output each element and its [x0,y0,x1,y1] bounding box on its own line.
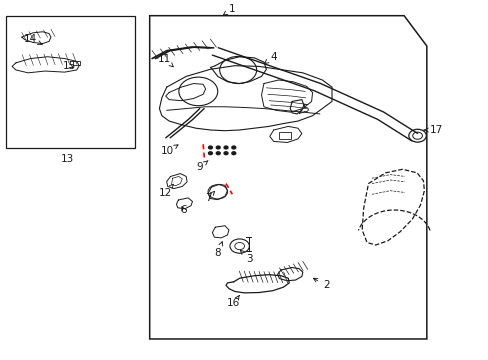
Circle shape [224,152,227,155]
Circle shape [224,146,227,149]
Circle shape [216,146,220,149]
Circle shape [231,146,235,149]
Circle shape [208,146,212,149]
Text: 11: 11 [157,54,173,67]
Circle shape [231,152,235,155]
Bar [6,16,135,148]
Text: 15: 15 [62,61,76,71]
Text: 14: 14 [24,34,42,45]
Bar [278,132,290,139]
Text: 10: 10 [161,145,178,157]
Text: 4: 4 [264,52,276,63]
Text: 17: 17 [423,125,442,135]
Text: 5: 5 [299,104,308,114]
Bar [73,62,80,65]
Text: 9: 9 [196,161,207,172]
Text: 13: 13 [61,154,74,163]
Text: 2: 2 [313,278,329,291]
Text: 6: 6 [180,205,186,215]
Text: 8: 8 [214,242,222,258]
Text: 3: 3 [240,250,252,264]
Text: 1: 1 [223,4,235,15]
Circle shape [208,152,212,155]
Text: 7: 7 [204,192,214,203]
Text: 16: 16 [227,296,240,308]
Text: 12: 12 [159,184,173,198]
Circle shape [216,152,220,155]
